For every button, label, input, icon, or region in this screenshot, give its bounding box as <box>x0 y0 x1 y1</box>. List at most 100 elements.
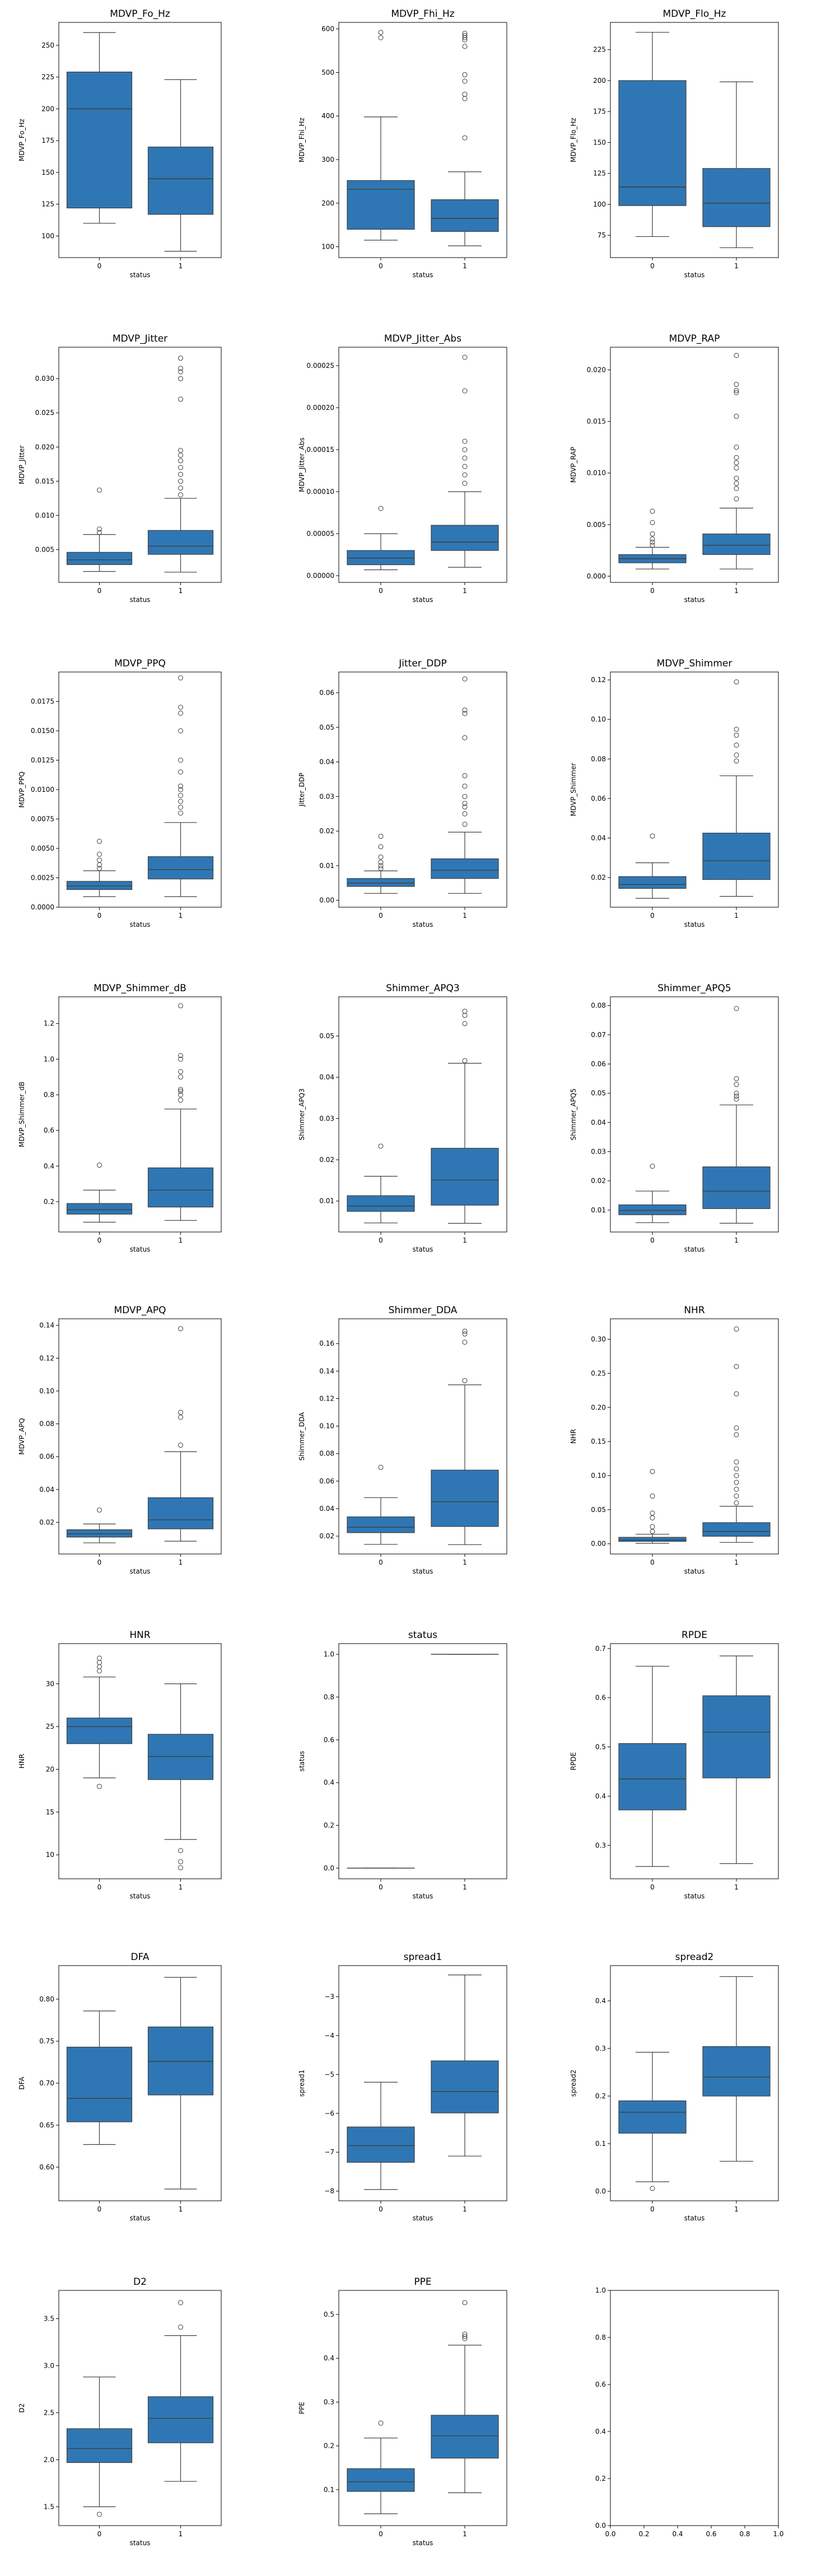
outlier-point <box>97 1655 102 1661</box>
y-axis-label: RPDE <box>570 1752 577 1770</box>
x-tick-label: 1 <box>463 2530 467 2538</box>
outlier-point <box>178 2325 183 2330</box>
plot-frame <box>338 1318 507 1555</box>
y-tick-label: 0.3 <box>595 2045 606 2052</box>
y-tick-label: 0.0 <box>595 2187 606 2195</box>
outlier-point <box>178 1415 183 1420</box>
y-tick-label: 175 <box>41 137 54 144</box>
y-tick-label: 0.015 <box>587 418 606 426</box>
outlier-point <box>462 464 468 469</box>
subplot-10: MDVP_Shimmer_dB 0.2 0.4 0.6 0.8 1.0 1.2 MDVP_Sh… <box>18 983 222 1253</box>
y-tick-label: 0.2 <box>324 1822 334 1830</box>
y-tick-label: 0.10 <box>39 1387 54 1395</box>
y-tick-label: 0.04 <box>319 1074 334 1081</box>
subplot-12: Shimmer_APQ5 0.01 0.02 0.03 0.04 0.05 0.06 0.07… <box>570 983 779 1253</box>
subplot-24: 0.0 0.2 0.4 0.6 0.8 1.0 0.0 0.2 0.4 0.6 0.8 1.0 <box>595 2286 784 2538</box>
y-tick-label: 0.12 <box>319 1394 334 1402</box>
outlier-point <box>178 1848 183 1854</box>
y-axis-label: MDVP_RAP <box>570 447 577 483</box>
y-axis-label: HNR <box>18 1754 26 1768</box>
x-tick-label: 0 <box>97 2530 102 2538</box>
y-tick-label: 0.03 <box>319 1114 334 1122</box>
y-tick-label: 0.30 <box>591 1336 606 1343</box>
outlier-point <box>734 1326 739 1332</box>
outlier-point <box>734 743 739 748</box>
y-tick-label: 0.0025 <box>31 874 54 882</box>
box-1 <box>702 679 771 897</box>
plot-frame <box>338 2290 507 2526</box>
y-tick-label: 300 <box>321 156 334 164</box>
outlier-point <box>734 388 739 393</box>
x-axis-label: status <box>413 2214 433 2222</box>
panel-title: Jitter_DDP <box>398 658 446 669</box>
y-tick-label: 1.0 <box>324 1650 334 1658</box>
y-tick-label: −6 <box>324 2110 334 2117</box>
x-tick-label: 0.4 <box>672 2530 683 2538</box>
y-tick-label: −8 <box>324 2187 334 2195</box>
x-tick-label: 1 <box>734 912 739 920</box>
y-tick-label: 0.010 <box>587 469 606 477</box>
x-tick-label: 0 <box>650 1236 655 1244</box>
y-tick-label: 0.020 <box>587 366 606 374</box>
outlier-point <box>650 1510 655 1516</box>
y-tick-label: 0.0075 <box>31 815 54 823</box>
panel-title: Shimmer_DDA <box>389 1305 458 1316</box>
x-axis-label: status <box>413 1245 433 1253</box>
y-tick-label: 0.65 <box>39 2121 54 2129</box>
outlier-point <box>178 1326 183 1332</box>
y-tick-label: 0.0 <box>595 2522 606 2530</box>
y-tick-label: 1.0 <box>595 2286 606 2294</box>
y-axis-label: status <box>298 1751 306 1772</box>
y-tick-label: 225 <box>593 46 606 54</box>
y-tick-label: 0.4 <box>44 1162 54 1170</box>
y-tick-label: 0.12 <box>591 676 606 684</box>
y-tick-label: 0.1 <box>324 2486 334 2494</box>
outlier-point <box>97 1668 102 1674</box>
plot-frame <box>58 996 222 1233</box>
x-tick-label: 0 <box>650 262 655 270</box>
y-tick-label: 0.4 <box>595 1792 606 1800</box>
y-tick-label: 0.80 <box>39 1995 54 2003</box>
y-tick-label: 0.00000 <box>306 572 334 580</box>
x-axis-label: status <box>684 1245 705 1253</box>
outlier-point <box>734 1500 739 1506</box>
plot-frame <box>610 2290 779 2526</box>
box-iqr <box>702 833 771 880</box>
panel-title: MDVP_Jitter_Abs <box>384 333 461 344</box>
box-1 <box>431 1009 499 1224</box>
outlier-point <box>650 833 655 839</box>
subplot-4: MDVP_Jitter 0.005 0.010 0.015 0.020 0.025 0.03… <box>18 333 222 604</box>
y-tick-label: 0.04 <box>591 1118 606 1126</box>
x-tick-label: 1 <box>463 1236 467 1244</box>
outlier-point <box>462 1021 468 1026</box>
outlier-point <box>97 1664 102 1669</box>
outlier-point <box>734 390 739 395</box>
outlier-point <box>650 531 655 536</box>
outlier-point <box>178 366 183 371</box>
box-iqr <box>147 530 214 555</box>
box-1 <box>431 2300 499 2493</box>
outlier-point <box>462 811 468 816</box>
box-0 <box>66 2376 133 2517</box>
outlier-point <box>734 445 739 450</box>
outlier-point <box>734 752 739 758</box>
plot-frame <box>338 996 507 1233</box>
y-tick-label: 0.6 <box>595 1694 606 1702</box>
box-0 <box>66 1507 133 1543</box>
box-0 <box>347 1144 415 1224</box>
outlier-point <box>462 804 468 810</box>
box-iqr <box>618 1537 687 1542</box>
x-tick-label: 0 <box>379 912 383 920</box>
x-axis-label: status <box>684 271 705 279</box>
outlier-point <box>378 506 384 511</box>
outlier-point <box>178 452 183 458</box>
box-iqr <box>431 858 499 879</box>
outlier-point <box>178 1092 183 1098</box>
y-tick-label: 0.75 <box>39 2037 54 2045</box>
outlier-point <box>734 496 739 502</box>
box-iqr <box>66 881 133 890</box>
box-0 <box>347 30 415 241</box>
plot-frame <box>338 671 507 908</box>
box-0 <box>66 1655 133 1789</box>
outlier-point <box>178 704 183 710</box>
